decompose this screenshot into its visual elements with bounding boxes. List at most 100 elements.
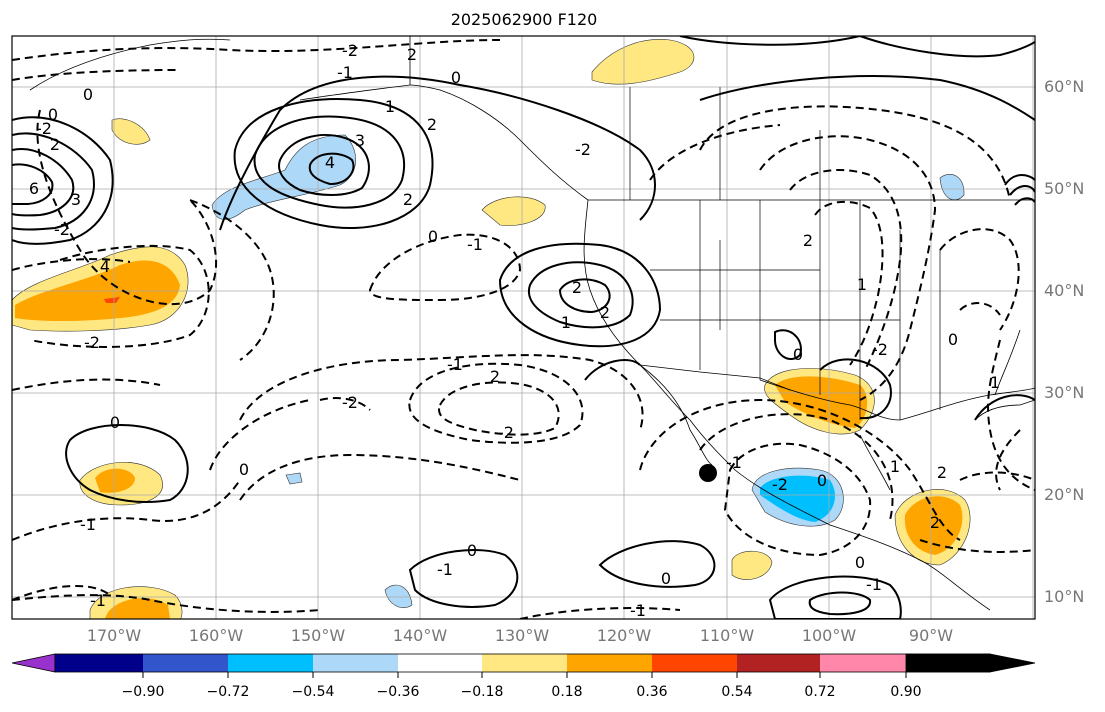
colorbar-label: 0.18	[551, 684, 583, 700]
colorbar-label: −0.54	[291, 684, 335, 700]
contour-label: 0	[110, 413, 120, 432]
negative-anomaly-area	[384, 584, 413, 609]
colorbar-segment	[398, 654, 482, 672]
contour-label: 0	[239, 460, 249, 479]
contour-label: 0	[948, 330, 958, 349]
contour-label: 2	[50, 135, 60, 154]
contour-label: 2	[490, 367, 500, 386]
contour-lines	[12, 36, 1035, 619]
colorbar-label: −0.36	[376, 684, 420, 700]
positive-anomaly-area	[731, 550, 773, 580]
colorbar-segment	[652, 654, 737, 672]
positive-anomaly-area	[591, 39, 695, 85]
colorbar	[11, 653, 1036, 678]
lat-label: 60°N	[1044, 77, 1085, 96]
contour-label: -1	[437, 560, 453, 579]
plot-title: 2025062900 F120	[450, 10, 598, 29]
contour-label: 0	[793, 345, 803, 364]
negative-anomaly-core	[760, 475, 835, 522]
contour-label: 0	[817, 471, 827, 490]
lat-label: 10°N	[1044, 587, 1085, 606]
colorbar-segment	[143, 654, 228, 672]
contour-label: -2	[498, 423, 514, 442]
contour-label-layer: -2 2 -1 0 0 1 2 -2 0 3 4 6 -2 2 -2 3 4 2…	[29, 41, 1000, 619]
contour-label: -1	[80, 515, 96, 534]
colorbar-segment	[482, 654, 567, 672]
contour-label: 2	[407, 45, 417, 64]
graticule	[12, 36, 1035, 619]
contour-label: 2	[937, 463, 947, 482]
contour-label: -2	[772, 475, 788, 494]
colorbar-label: 0.36	[636, 684, 668, 700]
negative-anomaly-area	[285, 472, 303, 485]
contour-label: 1	[385, 97, 395, 116]
contour-label: 2	[600, 303, 610, 322]
colorbar-segment	[228, 654, 313, 672]
positive-anomaly-core	[904, 496, 963, 555]
contour-label: -1	[337, 63, 353, 82]
lat-label: 20°N	[1044, 485, 1085, 504]
contour-label: 1	[890, 457, 900, 476]
colorbar-label: 0.90	[890, 684, 922, 700]
contour-label: 0	[83, 85, 93, 104]
contour-label: -2	[575, 140, 591, 159]
lat-label: 30°N	[1044, 383, 1085, 402]
contour-label: 1	[990, 373, 1000, 392]
lon-label: 150°W	[290, 626, 346, 645]
contour-label: -1	[447, 355, 463, 374]
positive-anomaly-core	[105, 598, 170, 619]
colorbar-extend-low	[11, 653, 56, 673]
lon-label: 130°W	[494, 626, 550, 645]
positive-anomaly-area	[481, 196, 546, 226]
coastlines	[29, 36, 1035, 611]
contour-label: 1	[561, 313, 571, 332]
strong-anomaly-core	[104, 297, 120, 303]
contour-label: 2	[427, 115, 437, 134]
contour-label: -2	[84, 333, 100, 352]
contour-label: 0	[661, 569, 671, 588]
contour-label: -2	[342, 41, 358, 60]
lon-label: 140°W	[392, 626, 448, 645]
contour-label: 6	[29, 179, 39, 198]
contour-label: 4	[325, 153, 335, 172]
borders	[588, 87, 1035, 420]
contour-label: -2	[342, 393, 358, 412]
contour-label: -2	[36, 119, 52, 138]
positive-anomaly-core	[775, 376, 868, 428]
positive-anomaly-core	[95, 468, 135, 493]
contour-label: -1	[866, 575, 882, 594]
contour-label: 3	[355, 131, 365, 150]
colorbar-label: −0.72	[206, 684, 250, 700]
contour-label: 2	[403, 190, 413, 209]
contour-label: 0	[451, 68, 461, 87]
contour-label: -2	[54, 220, 70, 239]
contour-label: -1	[467, 235, 483, 254]
contour-label: -1	[726, 453, 742, 472]
lon-label: 100°W	[801, 626, 857, 645]
dashed-contour-lines	[12, 39, 1035, 619]
contour-label: 2	[930, 513, 940, 532]
positive-anomaly-area	[111, 118, 151, 145]
colorbar-label: 0.54	[721, 684, 753, 700]
colorbar-segment	[820, 654, 906, 672]
contour-label: 1	[857, 275, 867, 294]
contour-label: -2	[872, 340, 888, 359]
contour-label: 4	[100, 257, 110, 276]
colorbar-label: −0.18	[460, 684, 504, 700]
storm-position-marker	[699, 464, 717, 482]
lat-label: 50°N	[1044, 179, 1085, 198]
lon-label: 120°W	[596, 626, 652, 645]
colorbar-segment	[55, 654, 143, 672]
contour-label: 2	[803, 231, 813, 250]
map-area: -2 2 -1 0 0 1 2 -2 0 3 4 6 -2 2 -2 3 4 2…	[12, 36, 1035, 619]
colorbar-label: 0.72	[804, 684, 836, 700]
contour-label: 0	[48, 105, 58, 124]
lon-label: 110°W	[699, 626, 755, 645]
colorbar-segment	[313, 654, 398, 672]
contour-label: 0	[467, 541, 477, 560]
contour-label: -1	[90, 591, 106, 610]
colorbar-label: −0.90	[121, 684, 165, 700]
contour-label: 3	[71, 190, 81, 209]
lon-label: 90°W	[908, 626, 954, 645]
